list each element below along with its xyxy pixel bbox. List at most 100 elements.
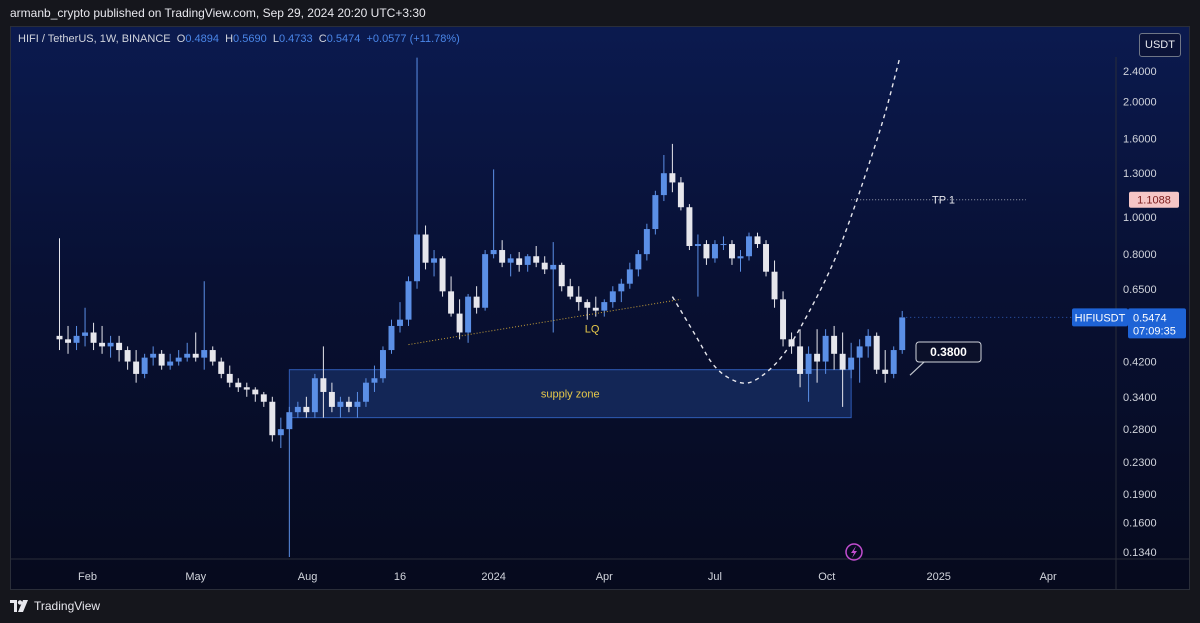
candle-body[interactable] [65,339,72,343]
candle-body[interactable] [652,195,659,230]
candle-body[interactable] [780,299,787,340]
candle-body[interactable] [890,350,897,374]
candle-body[interactable] [660,173,667,196]
candle-body[interactable] [243,387,250,390]
candle-body[interactable] [226,373,233,383]
candle-body[interactable] [899,317,906,351]
candle-body[interactable] [277,429,284,436]
candle-body[interactable] [354,401,361,407]
price-chart[interactable]: supply zone LQ TP 1 0.3800 2.4000 2.0000 1.6… [11,27,1189,589]
candle-body[interactable] [711,244,718,259]
candle-body[interactable] [473,296,480,308]
candle-body[interactable] [694,244,701,247]
candle-body[interactable] [439,258,446,292]
candle-body[interactable] [703,244,710,259]
candle-body[interactable] [686,207,693,247]
candle-body[interactable] [524,256,531,265]
candle-body[interactable] [141,357,148,374]
candle-body[interactable] [558,264,565,287]
candle-body[interactable] [73,335,80,343]
candle-body[interactable] [167,361,174,366]
candle-body[interactable] [839,353,846,370]
candle-body[interactable] [831,335,838,354]
candle-body[interactable] [388,325,395,351]
candle-body[interactable] [107,342,114,347]
candle-body[interactable] [116,342,123,351]
candle-body[interactable] [431,258,438,263]
currency-button[interactable]: USDT [1139,33,1181,57]
candle-body[interactable] [218,361,225,374]
candle-body[interactable] [592,307,599,311]
candle-body[interactable] [882,369,889,374]
callout-box[interactable] [915,341,982,363]
candle-body[interactable] [405,281,412,320]
candle-body[interactable] [371,378,378,383]
candle-body[interactable] [286,412,293,430]
candle-body[interactable] [158,353,165,366]
candle-body[interactable] [482,254,489,308]
candle-body[interactable] [618,283,625,292]
candle-body[interactable] [133,361,140,374]
candle-body[interactable] [516,258,523,265]
candle-body[interactable] [763,244,770,272]
candle-body[interactable] [90,332,97,343]
candle-body[interactable] [584,302,591,308]
candle-body[interactable] [507,258,514,263]
candle-body[interactable] [345,401,352,407]
candle-body[interactable] [635,254,642,270]
candle-body[interactable] [150,353,157,358]
candle-body[interactable] [490,250,497,255]
candle-body[interactable] [771,271,778,300]
candle-body[interactable] [567,286,574,297]
candle-body[interactable] [601,302,608,311]
candle-body[interactable] [201,350,208,358]
candle-body[interactable] [260,394,267,402]
projection-curve[interactable] [671,57,901,384]
candle-body[interactable] [294,406,301,413]
candle-body[interactable] [737,256,744,259]
chart-panel[interactable]: supply zone LQ TP 1 0.3800 2.4000 2.0000 1.6… [10,26,1190,590]
candle-body[interactable] [362,382,369,402]
candle-body[interactable] [311,378,318,413]
candle-body[interactable] [99,342,106,347]
candle-body[interactable] [822,335,829,362]
candle-body[interactable] [754,236,761,245]
candle-body[interactable] [82,332,89,336]
candle-body[interactable] [669,173,676,183]
candle-body[interactable] [788,339,795,347]
tradingview-logo[interactable]: TradingView [10,599,100,613]
candle-body[interactable] [379,350,386,379]
candle-body[interactable] [124,350,131,362]
candle-body[interactable] [235,382,242,388]
candle-body[interactable] [856,346,863,358]
candle-body[interactable] [269,401,276,436]
candle-body[interactable] [643,229,650,255]
candle-body[interactable] [175,357,182,362]
candle-body[interactable] [533,256,540,263]
candle-body[interactable] [728,244,735,259]
candle-body[interactable] [456,313,463,333]
candle-body[interactable] [303,406,310,413]
candle-body[interactable] [746,236,752,257]
candle-body[interactable] [337,401,344,407]
candle-body[interactable] [541,262,548,270]
candle-body[interactable] [56,335,63,340]
candle-body[interactable] [209,350,216,362]
candle-body[interactable] [550,264,557,270]
candle-body[interactable] [252,389,259,395]
candle-body[interactable] [465,296,472,333]
candle-body[interactable] [397,319,403,326]
candle-body[interactable] [609,291,616,303]
candle-body[interactable] [865,335,872,347]
candle-body[interactable] [797,346,804,374]
candle-body[interactable] [184,353,191,358]
lq-line[interactable] [408,298,681,346]
candle-body[interactable] [320,378,327,392]
candle-body[interactable] [575,296,582,303]
candle-body[interactable] [328,391,335,407]
candle-body[interactable] [422,234,429,263]
candle-body[interactable] [626,269,633,284]
candle-body[interactable] [677,182,684,208]
candle-body[interactable] [448,291,455,314]
candle-body[interactable] [805,353,812,374]
